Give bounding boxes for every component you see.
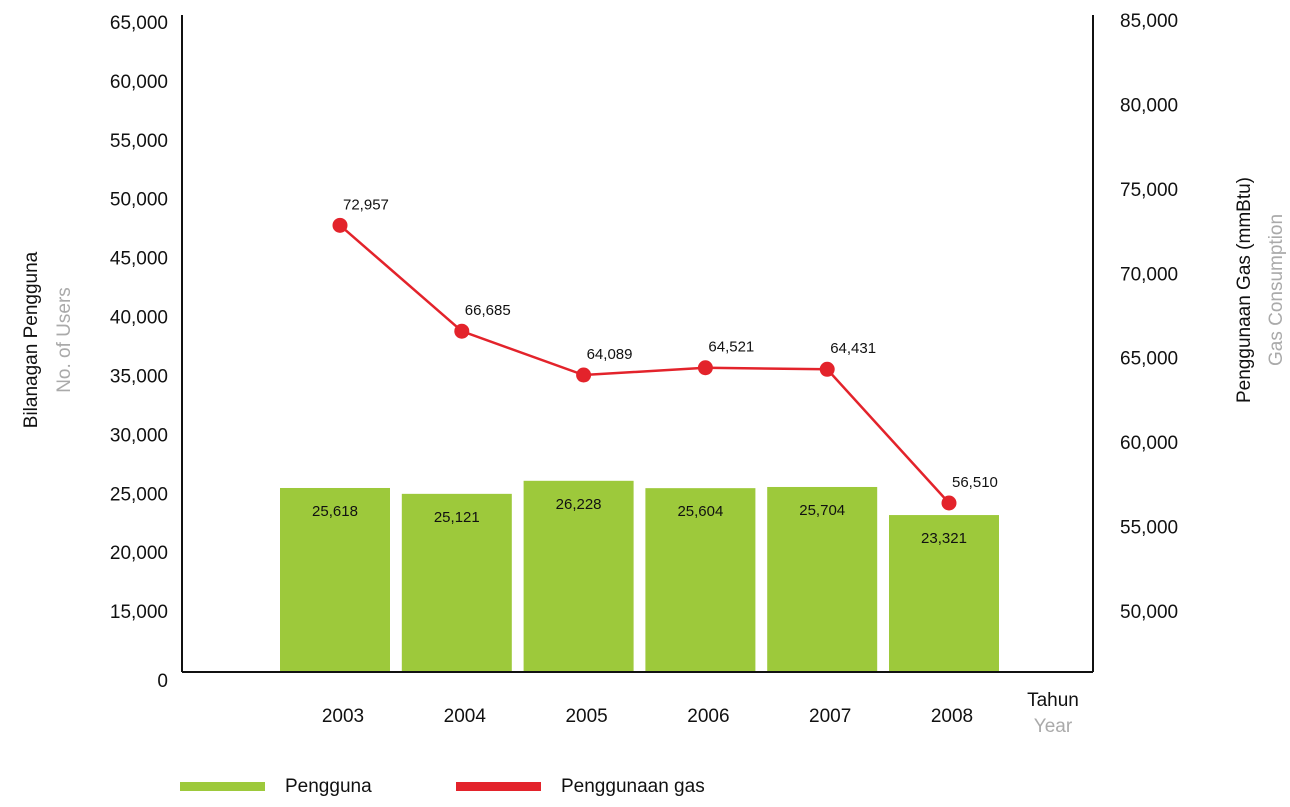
y-tick-label: 35,000 <box>110 366 168 387</box>
line-value-label: 56,510 <box>952 474 998 491</box>
x-tick-label: 2008 <box>931 706 973 727</box>
line-marker <box>332 217 348 233</box>
legend-swatch <box>180 782 265 791</box>
y-tick-label: 15,000 <box>110 602 168 623</box>
x-axis-title: Tahun <box>1027 690 1079 711</box>
y2-tick-label: 70,000 <box>1120 264 1178 285</box>
y2-tick-label: 80,000 <box>1120 95 1178 116</box>
y2-tick-label: 60,000 <box>1120 433 1178 454</box>
bar-value-label: 25,604 <box>677 503 723 520</box>
y2-tick-label: 65,000 <box>1120 349 1178 370</box>
y2-tick-label: 75,000 <box>1120 180 1178 201</box>
y-tick-label: 60,000 <box>110 72 168 93</box>
y-tick-label: 65,000 <box>110 13 168 34</box>
y-axis-title-en: No. of Users <box>54 287 75 393</box>
y-tick-label: 30,000 <box>110 425 168 446</box>
bar <box>523 480 634 671</box>
line-value-label: 64,521 <box>708 339 754 356</box>
y-tick-label: 0 <box>157 671 168 692</box>
y-tick-label: 45,000 <box>110 249 168 270</box>
bar-value-label: 23,321 <box>921 530 967 547</box>
bar <box>767 486 878 671</box>
y2-tick-label: 85,000 <box>1120 11 1178 32</box>
y2-axis-title: Penggunaan Gas (mmBtu) <box>1234 177 1255 403</box>
x-axis-title-en: Year <box>1034 716 1073 737</box>
y2-axis-title-en: Gas Consumption <box>1266 214 1287 366</box>
y2-tick-label: 55,000 <box>1120 518 1178 539</box>
x-tick-label: 2006 <box>687 706 729 727</box>
y-axis-title: Bilanagan Pengguna <box>21 251 42 428</box>
bar-value-label: 26,228 <box>556 496 602 513</box>
x-tick-label: 2004 <box>444 706 487 727</box>
y-tick-label: 40,000 <box>110 308 168 329</box>
y-tick-label: 55,000 <box>110 131 168 152</box>
legend-label: Penggunaan gas <box>561 776 705 797</box>
bar <box>645 488 756 671</box>
y-tick-label: 25,000 <box>110 484 168 505</box>
line-value-label: 66,685 <box>465 302 511 319</box>
line-marker <box>819 361 835 377</box>
bar-value-label: 25,121 <box>434 509 480 526</box>
x-tick-label: 2007 <box>809 706 851 727</box>
line-marker <box>697 360 713 376</box>
legend-swatch <box>456 782 541 791</box>
line-marker <box>454 323 470 339</box>
y-tick-label: 20,000 <box>110 543 168 564</box>
x-tick-label: 2003 <box>322 706 364 727</box>
y2-tick-label: 50,000 <box>1120 602 1178 623</box>
line-value-label: 72,957 <box>343 196 389 213</box>
bar <box>280 487 390 671</box>
bar <box>889 515 999 671</box>
bar-value-label: 25,704 <box>799 502 845 519</box>
y-tick-label: 50,000 <box>110 190 168 211</box>
line-marker <box>941 495 957 511</box>
x-tick-label: 2005 <box>565 706 607 727</box>
legend-label: Pengguna <box>285 776 372 797</box>
bar <box>401 493 512 671</box>
line-value-label: 64,089 <box>587 346 633 363</box>
line <box>339 224 950 504</box>
line-value-label: 64,431 <box>830 340 876 357</box>
bar-value-label: 25,618 <box>312 503 358 520</box>
line-marker <box>576 367 592 383</box>
